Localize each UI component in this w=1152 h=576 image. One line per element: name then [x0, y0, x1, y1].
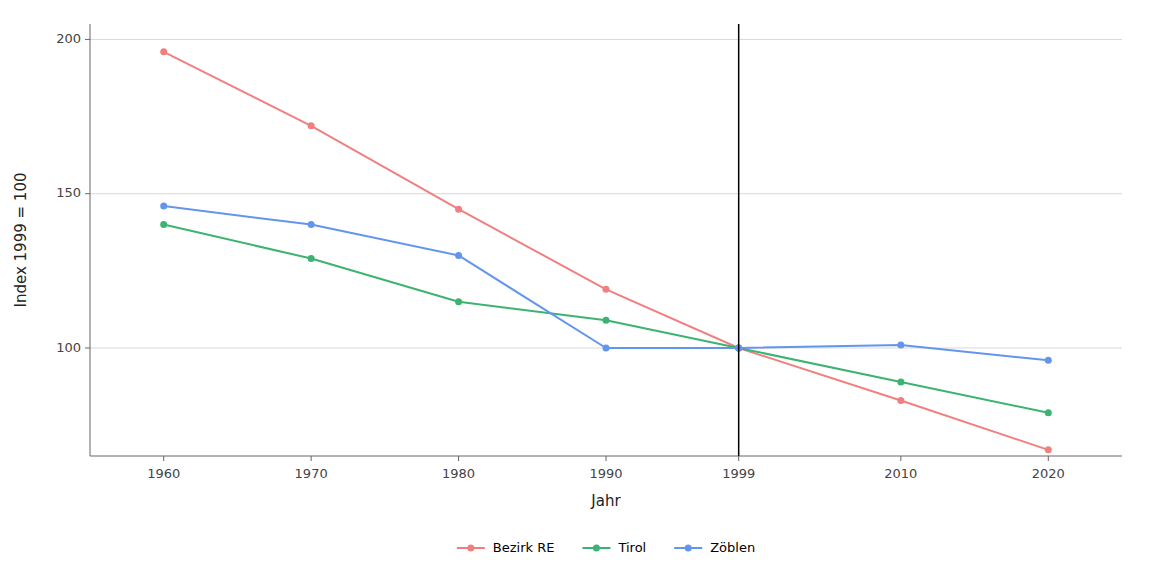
y-tick-label: 100 — [56, 340, 81, 355]
series-marker — [603, 345, 610, 352]
y-tick-label: 200 — [56, 31, 81, 46]
y-tick — [85, 193, 90, 194]
legend-label: Tirol — [617, 540, 646, 555]
legend-item: Zöblen — [674, 540, 755, 555]
y-tick — [85, 348, 90, 349]
series-marker — [308, 255, 315, 262]
x-tick-label: 1999 — [722, 466, 755, 481]
y-axis-label: Index 1999 = 100 — [12, 173, 30, 308]
legend-marker — [467, 545, 474, 552]
series — [160, 221, 1052, 416]
x-axis-label: Jahr — [590, 492, 621, 510]
series-line — [164, 206, 1049, 360]
series-marker — [160, 48, 167, 55]
x-tick — [900, 456, 901, 461]
legend-item: Tirol — [582, 540, 646, 555]
x-tick — [458, 456, 459, 461]
series-marker — [308, 122, 315, 129]
series-line — [164, 225, 1049, 413]
x-axis-line — [90, 456, 1122, 457]
grid-line — [90, 193, 1122, 194]
series — [160, 203, 1052, 364]
legend-marker — [685, 545, 692, 552]
grid — [90, 39, 1122, 348]
x-tick-label: 2020 — [1032, 466, 1065, 481]
series-marker — [897, 397, 904, 404]
axes: 100 150 200 1960 1970 1980 1990 1999 2010 2020 — [56, 24, 1122, 481]
series-marker — [308, 221, 315, 228]
series-marker — [160, 221, 167, 228]
series-marker — [1045, 357, 1052, 364]
series-marker — [603, 317, 610, 324]
series — [160, 48, 1052, 453]
x-tick-label: 1970 — [295, 466, 328, 481]
x-tick-label: 2010 — [884, 466, 917, 481]
series-marker — [160, 203, 167, 210]
x-tick-label: 1980 — [442, 466, 475, 481]
legend: Bezirk RE Tirol Zöblen — [457, 540, 755, 555]
series-marker — [455, 206, 462, 213]
series-marker — [1045, 446, 1052, 453]
reference-line — [738, 24, 740, 456]
x-tick — [738, 456, 739, 461]
legend-label: Zöblen — [710, 540, 755, 555]
series-marker — [1045, 409, 1052, 416]
grid-line — [90, 39, 1122, 40]
series-marker — [897, 341, 904, 348]
x-tick-label: 1960 — [147, 466, 180, 481]
x-tick — [1048, 456, 1049, 461]
series-marker — [897, 378, 904, 385]
series-marker — [603, 286, 610, 293]
legend-marker — [593, 545, 600, 552]
y-tick — [85, 39, 90, 40]
legend-item: Bezirk RE — [457, 540, 555, 555]
x-tick — [163, 456, 164, 461]
chart: 100 150 200 1960 1970 1980 1990 1999 2010 2020 Jah… — [0, 0, 1152, 576]
y-axis-line — [90, 24, 91, 456]
plot-area — [160, 24, 1052, 456]
x-tick — [311, 456, 312, 461]
x-tick — [606, 456, 607, 461]
series-marker — [455, 298, 462, 305]
y-tick-label: 150 — [56, 185, 81, 200]
legend-label: Bezirk RE — [493, 540, 555, 555]
series-marker — [455, 252, 462, 259]
series-line — [164, 52, 1049, 450]
x-tick-label: 1990 — [589, 466, 622, 481]
